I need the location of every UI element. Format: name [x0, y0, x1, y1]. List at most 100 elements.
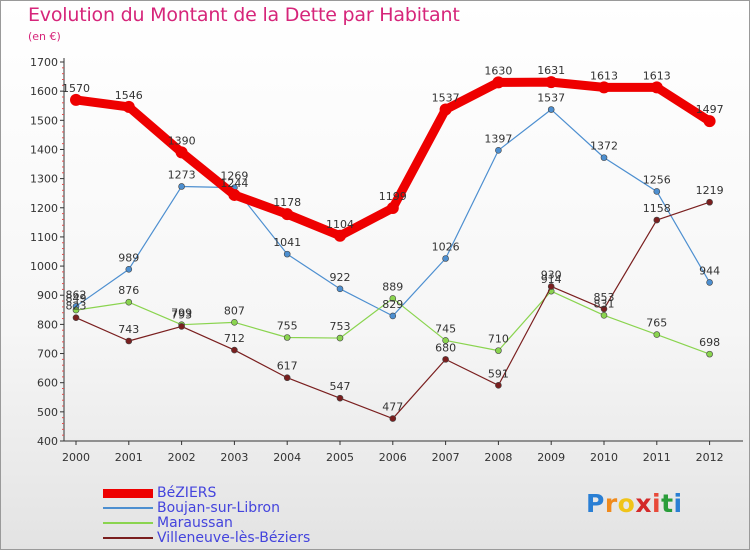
data-label: 849: [66, 292, 87, 305]
data-label: 831: [594, 297, 615, 310]
data-point: [492, 76, 505, 89]
data-label: 755: [277, 320, 298, 333]
data-point: [598, 81, 610, 94]
data-label: 765: [646, 317, 667, 330]
proxiti-logo: Proxiti: [586, 489, 683, 518]
x-tick-label: 2004: [273, 451, 301, 464]
data-point: [175, 146, 188, 159]
data-label: 1537: [537, 92, 565, 105]
data-label: 1397: [484, 132, 512, 145]
data-label: 745: [435, 322, 456, 335]
x-tick-label: 2010: [590, 451, 618, 464]
data-point: [70, 93, 82, 106]
data-label: 793: [171, 308, 192, 321]
y-tick-label: 1400: [30, 143, 58, 156]
data-label: 710: [488, 333, 509, 346]
data-label: 823: [66, 300, 87, 313]
chart-subtitle: (en €): [28, 30, 61, 43]
data-point: [125, 337, 133, 345]
data-point: [600, 312, 608, 319]
data-point: [122, 100, 135, 113]
data-label: 930: [541, 268, 562, 281]
data-point: [439, 103, 452, 116]
data-point: [336, 394, 344, 402]
data-label: 547: [330, 380, 351, 393]
x-tick-label: 2000: [62, 451, 90, 464]
legend-label: Maraussan: [157, 515, 233, 531]
y-tick-label: 400: [37, 435, 58, 448]
data-label: 1613: [590, 69, 618, 82]
data-point: [389, 312, 397, 320]
y-tick-label: 600: [37, 377, 58, 390]
data-point: [653, 188, 661, 195]
data-label: 1219: [696, 184, 724, 197]
legend-item: Maraussan: [103, 515, 233, 531]
data-label: 1199: [379, 190, 407, 203]
y-tick-label: 1600: [30, 85, 58, 98]
data-point: [442, 255, 449, 262]
data-point: [125, 265, 133, 273]
data-label: 862: [66, 288, 87, 301]
data-point: [334, 229, 346, 242]
data-label: 1390: [168, 134, 196, 147]
data-point: [703, 115, 716, 128]
x-tick-label: 2005: [326, 451, 354, 464]
data-label: 1041: [273, 236, 301, 249]
data-label: 1256: [643, 173, 671, 186]
data-point: [600, 305, 608, 313]
data-label: 698: [699, 336, 720, 349]
data-point: [389, 415, 397, 422]
data-label: 1546: [115, 89, 143, 102]
x-tick-label: 2002: [168, 451, 196, 464]
data-label: 1244: [220, 177, 248, 190]
data-point: [442, 337, 449, 344]
y-tick-label: 900: [37, 289, 58, 302]
chart-title: Evolution du Montant de la Dette par Hab…: [28, 4, 460, 26]
data-point: [336, 334, 344, 342]
legend-item: Villeneuve-lès-Béziers: [103, 530, 310, 546]
data-point: [653, 216, 661, 224]
x-tick-label: 2008: [484, 451, 512, 464]
data-label: 1104: [326, 218, 354, 231]
legend-item: Boujan-sur-Libron: [103, 500, 280, 516]
data-point: [442, 356, 449, 363]
data-label: 1158: [643, 202, 671, 215]
y-tick-label: 1200: [30, 202, 58, 215]
y-tick-label: 500: [37, 406, 58, 419]
data-point: [386, 202, 399, 215]
data-point: [178, 183, 185, 190]
data-point: [231, 319, 238, 326]
y-tick-label: 800: [37, 318, 58, 331]
data-point: [495, 347, 502, 354]
data-label: 1537: [432, 92, 460, 105]
data-point: [283, 250, 291, 258]
legend-swatch: [103, 522, 153, 524]
data-point: [706, 279, 713, 286]
data-label: 944: [699, 264, 720, 277]
data-point: [125, 298, 133, 306]
legend-swatch: [103, 537, 153, 539]
data-point: [72, 306, 80, 314]
y-tick-label: 1700: [30, 56, 58, 69]
data-point: [706, 350, 713, 358]
data-label: 876: [118, 284, 139, 297]
data-label: 1269: [220, 170, 248, 183]
y-tick-label: 1300: [30, 173, 58, 186]
data-point: [547, 106, 555, 113]
x-tick-label: 2011: [643, 451, 671, 464]
x-tick-label: 2009: [537, 451, 565, 464]
legend-label: Boujan-sur-Libron: [157, 500, 280, 516]
data-label: 1497: [696, 103, 724, 116]
data-label: 743: [118, 323, 139, 336]
data-point: [178, 323, 185, 330]
data-point: [231, 346, 238, 354]
data-label: 914: [541, 273, 562, 286]
data-label: 1613: [643, 69, 671, 82]
y-tick-label: 700: [37, 348, 58, 361]
data-label: 617: [277, 360, 298, 373]
y-tick-label: 1100: [30, 231, 58, 244]
data-label: 477: [382, 401, 403, 414]
data-label: 1570: [62, 82, 90, 95]
